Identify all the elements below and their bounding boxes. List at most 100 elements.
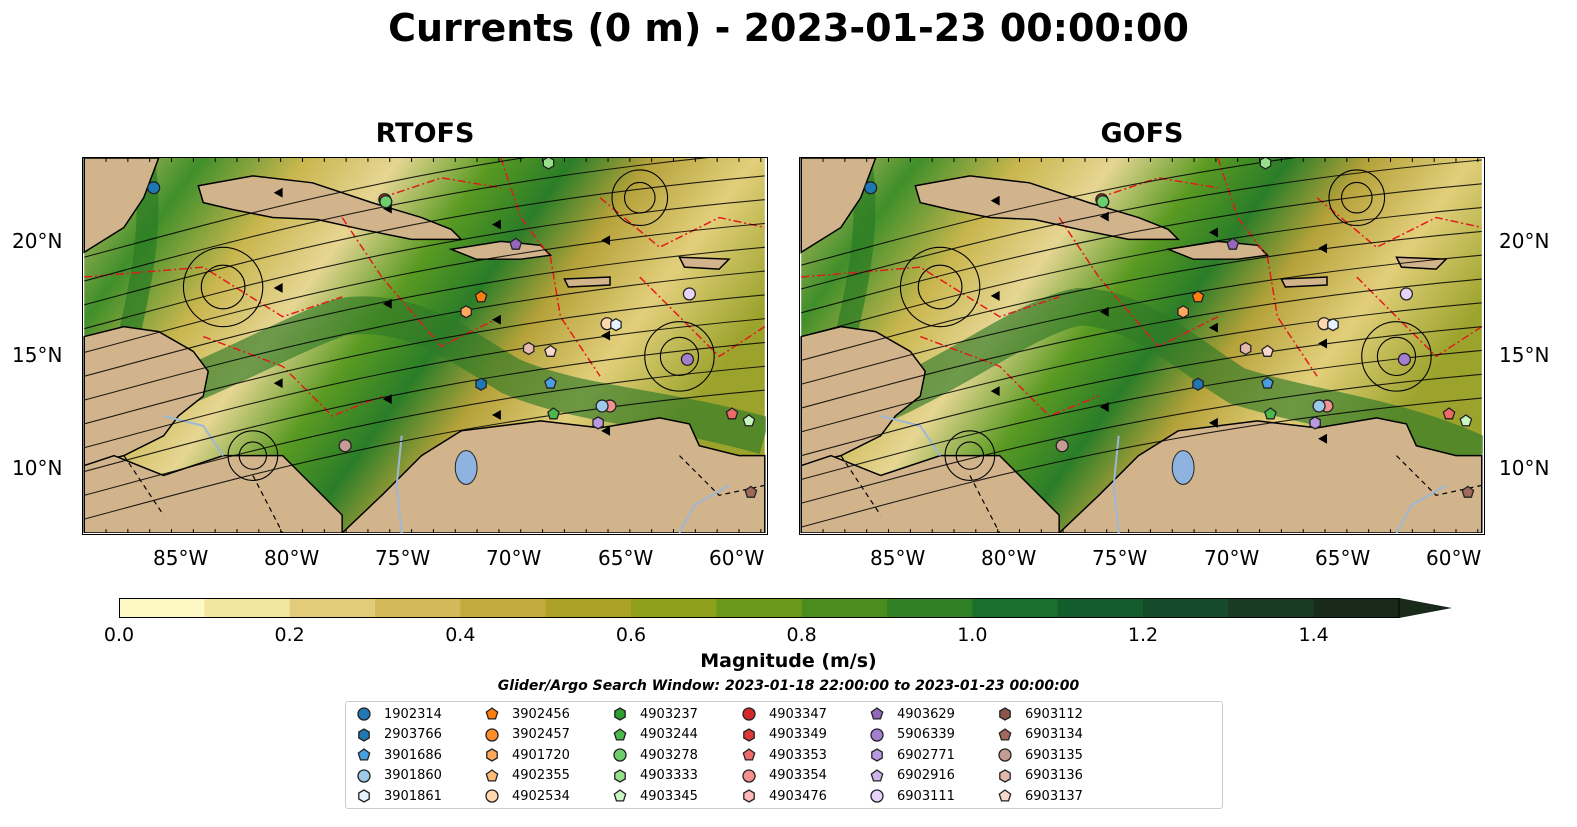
legend-label: 4903345	[640, 788, 698, 804]
legend-label: 4903353	[769, 747, 827, 763]
legend-item: 4903345	[612, 786, 698, 806]
float-marker-4903345	[742, 414, 756, 427]
pentagon-marker-icon	[613, 789, 627, 802]
circle-marker-icon	[485, 789, 499, 803]
land	[678, 256, 731, 270]
legend-item: 4903333	[612, 766, 698, 786]
circle-marker-icon	[742, 707, 756, 721]
legend-item: 4903347	[741, 704, 827, 724]
pentagon-marker-icon	[998, 727, 1012, 741]
legend-item: 3901686	[356, 745, 442, 765]
colorbar-segment	[119, 598, 205, 618]
colorbar-segment	[972, 598, 1059, 618]
colorbar-segment	[375, 598, 461, 618]
float-marker-4903244	[1264, 407, 1277, 420]
lon-label: 80°W	[264, 546, 320, 570]
float-marker-4903353	[1442, 407, 1456, 420]
legend-item: 6903111	[869, 786, 955, 806]
lon-label: 80°W	[981, 546, 1037, 570]
figure-title: Currents (0 m) - 2023-01-23 00:00:00	[388, 6, 1189, 50]
land	[800, 454, 1060, 533]
legend-label: 6903137	[1025, 788, 1083, 804]
circle-marker-icon	[485, 727, 499, 742]
colorbar-segment	[887, 598, 973, 618]
float-marker-6903111	[682, 287, 696, 301]
float-marker-6902771	[1309, 416, 1321, 430]
float-marker-4903629	[1226, 237, 1240, 250]
legend-label: 5906339	[897, 727, 955, 742]
legend-label: 6903136	[1025, 768, 1083, 783]
hexagon-marker-icon	[486, 748, 498, 762]
lon-label: 75°W	[375, 546, 431, 570]
legend-label: 6903112	[1025, 706, 1083, 722]
legend-label: 4901720	[512, 747, 570, 763]
float-marker-6903134	[744, 485, 758, 498]
legend-label: 4903476	[769, 788, 827, 804]
colorbar-segment	[1143, 598, 1229, 618]
float-marker-4903278	[1096, 195, 1110, 209]
legend-item: 6903134	[997, 725, 1083, 745]
float-marker-4903353	[725, 407, 739, 420]
float-marker-6903135	[338, 439, 352, 453]
float-marker-3902456	[474, 290, 488, 303]
hexagon-marker-icon	[871, 748, 883, 762]
legend-item: 3901861	[356, 786, 442, 806]
legend-label: 4902355	[512, 768, 570, 783]
land	[83, 158, 160, 254]
colorbar	[119, 598, 1454, 622]
lon-label: 65°W	[1315, 546, 1371, 570]
legend-label: 6902916	[897, 768, 955, 783]
colorbar-segment	[289, 598, 376, 618]
lat-label-right: 10°N	[1499, 456, 1550, 480]
lat-label-right: 15°N	[1499, 343, 1550, 367]
hexagon-marker-icon	[614, 768, 626, 783]
float-marker-3901861	[1327, 317, 1339, 332]
colorbar-tick: 0.0	[103, 624, 135, 646]
land	[341, 417, 766, 533]
legend-label: 4903244	[640, 727, 698, 742]
legend-label: 3901860	[384, 768, 442, 783]
lon-label: 85°W	[870, 546, 926, 570]
rtofs-map	[82, 157, 768, 535]
colorbar-segment	[204, 598, 291, 618]
land	[914, 175, 1181, 241]
legend-label: 4903333	[640, 768, 698, 783]
legend-item: 5906339	[869, 725, 955, 745]
legend-item: 4903353	[741, 745, 827, 765]
float-marker-4903244	[547, 407, 560, 420]
legend-label: 4903347	[769, 706, 827, 722]
panel-title-gofs: GOFS	[1100, 118, 1184, 149]
legend-item: 4903244	[612, 725, 698, 745]
circle-marker-icon	[870, 727, 884, 742]
colorbar-segment	[545, 598, 632, 618]
lon-label: 70°W	[486, 546, 542, 570]
float-marker-4903278	[379, 195, 393, 209]
land	[1058, 417, 1483, 533]
legend-item: 6903136	[997, 766, 1083, 786]
legend-item: 4901720	[484, 745, 570, 765]
land	[1280, 276, 1328, 288]
float-marker-1902314	[147, 181, 161, 195]
legend-label: 2903766	[384, 727, 442, 742]
legend-item: 4903629	[869, 704, 955, 724]
circle-marker-icon	[613, 748, 627, 762]
float-marker-1902314	[864, 181, 878, 195]
pentagon-marker-icon	[870, 707, 884, 720]
search-window-text: Glider/Argo Search Window: 2023-01-18 22…	[497, 678, 1080, 694]
float-marker-3901686	[544, 376, 557, 389]
lat-label-left: 10°N	[12, 456, 63, 480]
colorbar-segment	[1313, 598, 1400, 618]
float-marker-6903137	[1261, 344, 1274, 357]
pentagon-marker-icon	[485, 768, 499, 782]
float-marker-2903766	[475, 377, 487, 391]
hexagon-marker-icon	[743, 727, 755, 742]
legend-label: 4902534	[512, 788, 570, 804]
lon-label: 60°W	[709, 546, 765, 570]
float-marker-3901686	[1261, 376, 1274, 389]
legend-label: 1902314	[384, 706, 442, 722]
land	[800, 158, 877, 254]
legend-label: 3902457	[512, 727, 570, 742]
colorbar-segment	[631, 598, 717, 618]
lon-label: 75°W	[1092, 546, 1148, 570]
gofs-map	[799, 157, 1485, 535]
